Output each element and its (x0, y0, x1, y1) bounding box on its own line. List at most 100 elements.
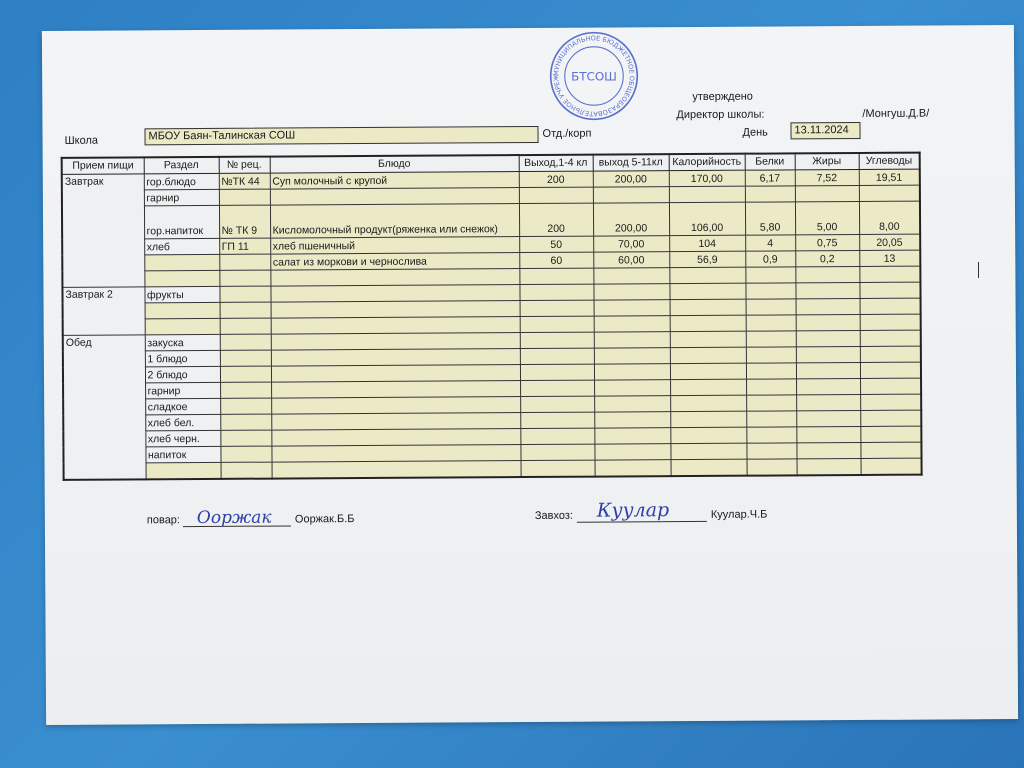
cell-prot (745, 282, 796, 300)
table-row: гор.напиток № ТК 9 Кисломолочный продукт(р… (62, 201, 921, 239)
cell-fat: 7,52 (794, 169, 859, 186)
cell-out2 (593, 347, 670, 365)
cell-section (144, 302, 220, 319)
cell-prot (746, 458, 797, 476)
cell-dish (271, 412, 521, 431)
cell-out1 (519, 284, 594, 301)
cell-section (144, 254, 220, 271)
cell-out2 (594, 427, 671, 445)
cell-kcal (669, 347, 746, 364)
cell-recipe (220, 430, 272, 447)
cell-prot (745, 298, 796, 316)
cell-out2 (593, 331, 670, 349)
cell-carb: 8,00 (858, 201, 921, 235)
cell-prot: 6,17 (744, 169, 795, 187)
cell-dish (271, 380, 521, 399)
cell-section (144, 270, 220, 287)
cell-kcal: 170,00 (668, 170, 745, 187)
cook-label: повар: (146, 514, 181, 527)
cell-recipe (219, 366, 272, 383)
cell-carb (859, 282, 921, 299)
cell-kcal (670, 427, 747, 444)
cell-section: закуска (144, 334, 220, 351)
cell-recipe (219, 286, 271, 303)
cell-carb (860, 394, 922, 411)
cell-section: 1 блюдо (144, 350, 220, 367)
cell-carb (859, 266, 921, 283)
cell-carb: 13 (859, 250, 921, 267)
dept-label: Отд./корп (542, 127, 592, 140)
cell-section (144, 318, 220, 335)
cell-carb (860, 426, 922, 443)
column-header: Блюдо (269, 155, 519, 174)
cell-out1 (520, 412, 595, 429)
cell-section: гарнир (145, 382, 221, 399)
cell-out2 (593, 267, 670, 285)
column-header: Жиры (794, 152, 859, 170)
cell-dish (271, 396, 521, 415)
approved-label: утверждено (692, 90, 753, 104)
cell-carb (860, 410, 922, 427)
cell-prot (745, 346, 796, 364)
cell-carb (859, 362, 922, 379)
day-label: День (742, 126, 768, 139)
cell-carb: 19,51 (858, 169, 920, 186)
cell-meal: Обед (62, 334, 146, 480)
cell-section: гор.напиток (143, 205, 220, 239)
cell-carb (860, 378, 922, 395)
cell-out2 (593, 315, 670, 333)
cell-out1 (519, 316, 594, 333)
cell-out2: 200,00 (592, 202, 670, 237)
cell-out2 (594, 411, 671, 429)
cell-carb (859, 314, 921, 331)
cell-dish (270, 316, 520, 335)
column-header: Выход,1-4 кл (518, 154, 593, 172)
director-name: /Монгуш.Д.В/ (862, 107, 930, 120)
cell-section (145, 462, 221, 480)
column-header: Прием пищи (61, 157, 144, 175)
cell-carb (859, 346, 921, 363)
cell-carb: 20,05 (859, 234, 921, 251)
cell-dish: салат из моркови и чернослива (270, 252, 520, 271)
cell-section: хлеб бел. (145, 414, 221, 431)
cell-dish (271, 460, 521, 479)
cell-section: хлеб (144, 238, 220, 255)
cell-fat (795, 346, 860, 363)
cell-carb (860, 442, 922, 459)
cell-dish (270, 268, 520, 287)
cell-section: гарнир (143, 189, 219, 206)
cell-section: фрукты (144, 286, 220, 303)
cell-dish (269, 187, 519, 206)
cell-section: напиток (145, 446, 221, 463)
school-field: МБОУ Баян-Талинская СОШ (144, 125, 539, 146)
column-header: Белки (744, 153, 795, 171)
cook-signature: Ооржак (196, 507, 272, 529)
cell-recipe (220, 398, 272, 415)
cell-fat (796, 394, 861, 411)
cell-carb (858, 185, 920, 202)
cell-fat (794, 185, 859, 202)
cell-dish (270, 332, 520, 351)
cell-kcal (670, 411, 747, 428)
storekeeper-name: Куулар.Ч.Б (710, 508, 768, 521)
cell-recipe (220, 414, 272, 431)
menu-document: утверждено Директор школы: /Монгуш.Д.В/ … (41, 25, 1019, 725)
cell-out1: 200 (518, 203, 594, 237)
cell-dish (270, 300, 520, 319)
cell-out2 (594, 443, 671, 461)
cell-dish: Кисломолочный продукт(ряженка или снежок… (269, 203, 520, 239)
cell-section: гор.блюдо (143, 173, 219, 190)
cell-out1 (518, 187, 593, 204)
cell-prot (745, 314, 796, 332)
cell-kcal (669, 283, 746, 300)
cell-recipe: № ТК 9 (218, 205, 271, 239)
cell-out1 (520, 444, 595, 461)
cell-out2 (594, 395, 671, 413)
column-header: Раздел (143, 156, 219, 174)
cell-prot (745, 266, 796, 284)
cell-dish (271, 444, 521, 463)
day-value: 13.11.2024 (794, 124, 849, 137)
cell-fat (796, 426, 861, 443)
cell-meal: Завтрак (61, 173, 145, 288)
cell-fat (796, 458, 861, 476)
